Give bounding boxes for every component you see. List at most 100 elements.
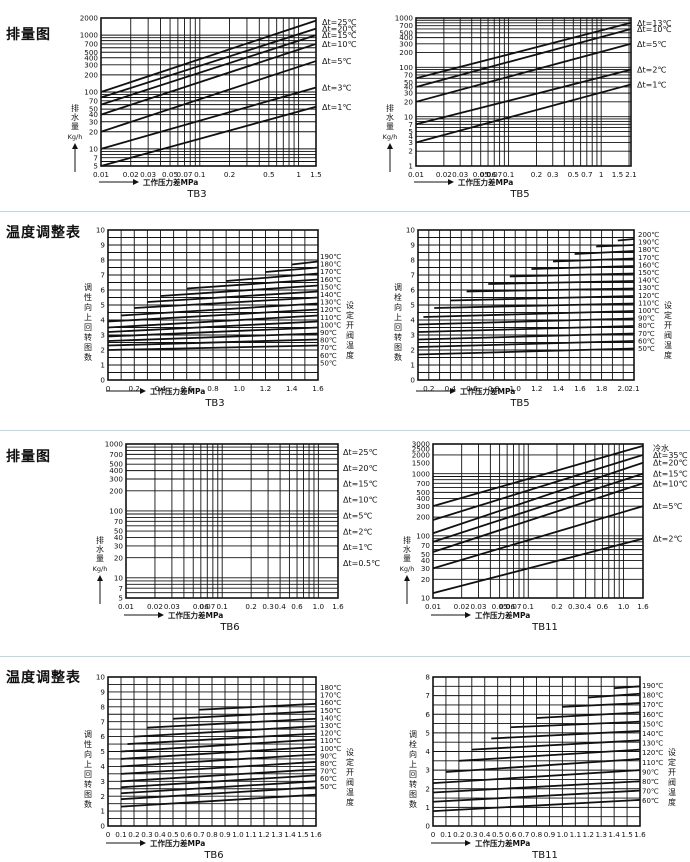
tb5-temp-legend-label: 50℃ xyxy=(638,345,655,353)
tb11-discharge-y-axis-label-char: 排 xyxy=(403,535,411,545)
tb6-temp-y-tick-label: 5 xyxy=(100,747,105,756)
tb5-temp-series-line xyxy=(552,257,635,263)
tb5-discharge-x-tick-label: 0.03 xyxy=(452,170,468,179)
tb5-discharge-y-tick-label: 500 xyxy=(399,28,413,37)
tb6-temp-y-tick-label: 6 xyxy=(100,732,105,741)
tb5-discharge-y-tick-label: 20 xyxy=(404,97,414,106)
tb11-temp-x-tick-label: 0.9 xyxy=(544,830,556,839)
tb5-discharge-series-line xyxy=(415,21,632,80)
tb11-temp-legend-label: 150℃ xyxy=(642,720,663,728)
tb11-discharge-y-tick-label: 100 xyxy=(416,531,430,540)
tb5-discharge-y-tick-label: 2 xyxy=(408,147,413,156)
tb3-discharge-y-tick-label: 100 xyxy=(84,88,98,97)
tb3-discharge-series-line xyxy=(100,60,317,133)
tb5-discharge-y-tick-label: 3 xyxy=(408,138,413,147)
tb5-temp-set-temp-label-char: 温 xyxy=(664,341,672,350)
tb6-temp-series-line xyxy=(127,732,317,745)
tb11-temp-x-tick-label: 1.2 xyxy=(583,830,594,839)
tb3-discharge-x-tick-label: 0.05 xyxy=(162,170,178,179)
tb3-discharge-x-axis-label: 工作压力差MPa xyxy=(143,177,198,187)
tb5-temp-series-line xyxy=(596,244,635,248)
tb6-discharge-legend-label: Δt=25℃ xyxy=(343,448,377,457)
tb5-temp-legend-label: 200℃ xyxy=(638,231,659,239)
tb3-discharge-y-tick-label: 500 xyxy=(84,48,98,57)
tb3-discharge-legend-label: Δt=3℃ xyxy=(322,83,351,92)
section-title-temp-1: 温度调整表 xyxy=(6,225,81,241)
tb11-temp-set-temp-label-char: 度 xyxy=(668,797,676,807)
tb6-temp-series-line xyxy=(120,774,317,789)
tb3-temp-y-tick-label: 8 xyxy=(100,256,105,265)
tb6-discharge-y-unit: Kg/h xyxy=(93,565,108,573)
tb3-discharge-series-line xyxy=(100,19,317,93)
tb5-temp-legend-label: 90℃ xyxy=(638,315,655,323)
tb3-temp-set-temp-label-char: 阀 xyxy=(346,331,354,340)
tb11-discharge-y-axis-label-char: 量 xyxy=(403,554,411,563)
tb11-discharge-y-axis-label: 排水量 xyxy=(403,535,411,563)
tb3-temp-y-tick-label: 10 xyxy=(96,226,106,235)
tb11-discharge-x-tick-label: 0.1 xyxy=(523,602,534,611)
tb11-temp-series-line xyxy=(432,780,641,794)
tb11-temp-series-line xyxy=(471,739,641,751)
tb5-discharge-chart: 0.01 0.02 0.03 0.050.060.07 0.1 0.2 0.3 0.5 0.7 1… xyxy=(383,14,672,200)
tb3-temp-y-axis-label-char: 调 xyxy=(84,283,92,292)
tb11-discharge-x-tick-label: 0.07 xyxy=(506,602,522,611)
tb6-discharge-y-tick-label: 50 xyxy=(114,527,124,536)
tb3-discharge-x-tick-label: 1.5 xyxy=(310,170,321,179)
tb6-discharge-y-tick-label: 500 xyxy=(109,460,123,469)
tb6-temp-series-line xyxy=(120,746,317,760)
tb5-discharge-y-tick-label: 1 xyxy=(408,162,413,171)
tb3-discharge-series-line xyxy=(100,34,317,106)
tb5-temp-y-tick-label: 9 xyxy=(410,241,415,250)
section-divider xyxy=(0,656,690,657)
tb5-temp-x-tick-label: 1.0 xyxy=(509,384,521,393)
tb11-temp-x-tick-label: 1.6 xyxy=(634,830,646,839)
tb3-temp-y-tick-label: 9 xyxy=(100,241,105,250)
tb11-temp-y-tick-label: 3 xyxy=(425,766,430,775)
tb5-temp-set-temp-label-char: 开 xyxy=(664,321,672,330)
tb3-temp-y-tick-label: 1 xyxy=(100,361,105,370)
tb6-discharge-legend-label: Δt=5℃ xyxy=(343,511,372,520)
tb6-temp-y-axis-label-char: 向 xyxy=(84,749,92,759)
tb6-discharge-x-tick-label: 0.4 xyxy=(274,602,286,611)
tb5-temp-y-axis-label-char: 上 xyxy=(394,313,402,322)
tb6-temp-y-tick-label: 7 xyxy=(100,717,105,726)
tb6-temp-series-line xyxy=(172,710,317,720)
tb6-temp-y-axis-label-char: 上 xyxy=(84,760,92,769)
tb6-discharge-legend-label: Δt=10℃ xyxy=(343,496,377,505)
tb3-temp-x-tick-label: 0.6 xyxy=(181,384,193,393)
tb3-temp-legend-label: 60℃ xyxy=(320,352,337,360)
tb5-discharge-y-arrowhead xyxy=(387,143,393,149)
tb5-temp-legend-label: 100℃ xyxy=(638,307,659,315)
tb3-temp-legend-label: 50℃ xyxy=(320,359,337,367)
tb6-temp-legend-label: 130℃ xyxy=(320,722,341,730)
tb11-discharge-y-unit: Kg/h xyxy=(400,565,415,573)
tb3-temp-y-axis-label-char: 图 xyxy=(84,343,92,352)
tb3-temp-x-tick-label: 1.6 xyxy=(312,384,324,393)
tb5-temp-legend-label: 60℃ xyxy=(638,337,655,345)
tb5-temp-y-tick-label: 5 xyxy=(410,301,415,310)
tb3-discharge-y-tick-label: 700 xyxy=(84,40,98,49)
tb3-discharge-y-tick-label: 40 xyxy=(89,110,99,119)
tb11-temp-legend-label: 160℃ xyxy=(642,711,663,719)
tb3-temp-series-line xyxy=(265,266,319,273)
tb6-temp-set-temp-label-char: 开 xyxy=(346,768,354,777)
tb11-discharge-y-tick-label: 3000 xyxy=(412,440,431,449)
tb11-temp-set-temp-label-char: 阀 xyxy=(668,778,676,787)
tb11-discharge-x-tick-label: 0.2 xyxy=(551,602,562,611)
tb6-temp-series-line xyxy=(198,702,317,711)
tb3-temp-series-line xyxy=(186,278,319,290)
tb3-temp-legend-label: 120℃ xyxy=(320,306,341,314)
tb11-discharge-y-tick-label: 2000 xyxy=(412,451,431,460)
tb5-temp-legend-label: 160℃ xyxy=(638,261,659,269)
tb6-temp-set-temp-label-char: 设 xyxy=(346,747,354,757)
tb3-temp-x-arrowhead xyxy=(140,388,146,394)
tb11-temp-y-axis-label-char: 图 xyxy=(409,790,417,799)
tb11-discharge-x-tick-label: 1.6 xyxy=(637,602,649,611)
tb5-temp-y-axis-label-char: 图 xyxy=(394,343,402,352)
tb3-temp-series-line xyxy=(107,332,319,342)
tb11-discharge-series-line xyxy=(432,537,644,594)
tb11-temp-series-line xyxy=(458,748,641,762)
tb6-temp-series-line xyxy=(120,780,317,795)
tb5-temp-series-line xyxy=(574,250,635,255)
